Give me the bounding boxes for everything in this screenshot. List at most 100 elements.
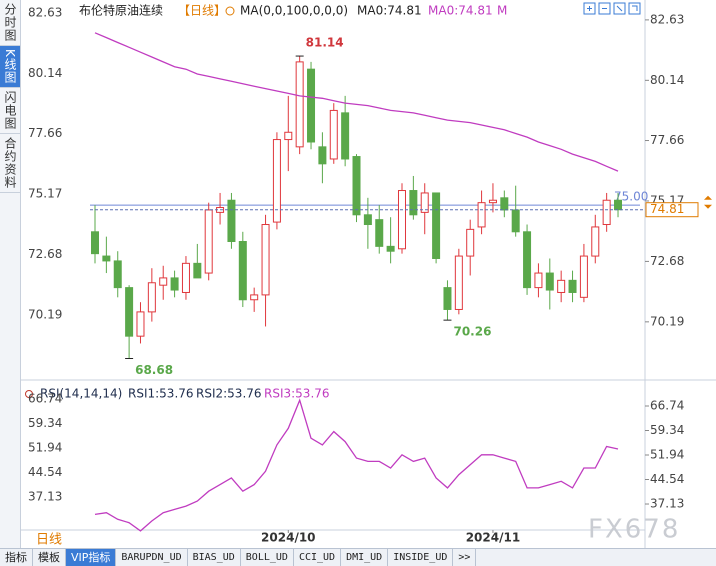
y-tick-label: 44.54 [650,472,684,486]
toolbar-item[interactable]: >> [453,549,477,566]
side-tab[interactable]: 分时图 [0,0,20,46]
last-price-arrows [704,195,712,209]
toolbar: 指标 模板 VIP指标 BARUPDN_UD BIAS_UD BOLL_UD CCI_UD D… [0,548,716,566]
y-tick-label: 59.34 [650,423,684,437]
candle-body [443,287,452,310]
y-tick-label: 51.94 [650,447,684,461]
rsi-icon[interactable] [25,390,33,398]
toolbar-item[interactable]: 模板 [33,549,66,566]
side-tab[interactable]: K线图 [0,46,20,88]
toolbar-item[interactable]: VIP指标 [66,549,117,566]
y-tick-label: 77.66 [650,133,684,147]
candle-body [420,192,429,213]
x-tick-label: 2024/10 [261,531,315,545]
candle-body [204,209,213,274]
toolbar-item[interactable]: CCI_UD [294,549,342,566]
candle-body [193,262,202,279]
period[interactable]: 【日线】 [178,4,226,18]
toolbar-item[interactable]: DMI_UD [341,549,389,566]
candle-body [511,209,520,233]
price-line-label: 75.00 [614,190,648,204]
candle-body [170,277,179,291]
candle-body [386,245,395,252]
y-tick-label: 37.13 [28,490,62,504]
candle-body [602,199,611,226]
candle-body [500,197,509,211]
extreme-label: 81.14 [306,36,344,50]
extreme-label: 70.26 [453,325,491,339]
y-tick-label: 44.54 [28,465,62,479]
legend-text: RSI1:53.76 [128,387,194,401]
candle-body [523,231,532,289]
toolbar-item[interactable]: 指标 [0,549,33,566]
y-tick-label: 66.74 [650,399,684,413]
period-tab[interactable]: 日线 [36,533,62,548]
candle-body [136,311,145,337]
toolbar-item[interactable]: BIAS_UD [188,549,241,566]
candle-body [352,156,361,216]
toolbar-item[interactable]: BOLL_UD [241,549,294,566]
candle-body [102,255,111,262]
y-tick-label: 80.14 [28,66,62,80]
candle-body [307,68,316,143]
candle-body [250,294,259,301]
y-tick-label: 70.19 [650,314,684,328]
side-tab[interactable]: 闪电图 [0,88,20,134]
candle-body [466,228,475,257]
indicator: MA(0,0,100,0,0,0) [240,4,348,18]
y-tick-label: 37.13 [650,497,684,511]
last-price-label: 74.81 [650,202,684,216]
candle-body [363,214,372,226]
candle-body [284,131,293,141]
line-series [94,398,619,532]
candle-body [432,192,441,259]
toolbar-item[interactable]: INSIDE_UD [388,549,454,566]
y-tick-label: 66.74 [28,392,62,406]
y-tick-label: 80.14 [650,73,684,87]
line-series [94,32,619,172]
candle-body [159,277,168,286]
y-tick-label: 51.94 [28,440,62,454]
settings-icon[interactable] [225,6,235,16]
y-tick-label: 82.63 [650,12,684,26]
side-tab[interactable]: 合约资料 [0,134,20,193]
candle-body [557,279,566,293]
legend-text: RSI2:53.76 [196,387,262,401]
candle-body [568,279,577,293]
toolbar-item[interactable]: BARUPDN_UD [116,549,188,566]
y-tick-label: 82.63 [28,5,62,19]
candle-body [545,272,554,291]
chart-title: 布伦特原油连续 [79,3,163,18]
chart: 布伦特原油连续 【日线】 MA(0,0,100,0,0,0) MA0:74.81… [21,0,716,548]
y-tick-label: 59.34 [28,416,62,430]
candle-body [227,199,236,243]
icon[interactable] [583,2,596,15]
candle-body [272,139,281,223]
y-tick-label: 72.68 [28,247,62,261]
x-tick-label: 2024/11 [466,531,520,545]
icon[interactable] [598,2,611,15]
candle-body [261,224,270,296]
legend-text: RSI3:53.76 [264,387,330,401]
candle-body [181,262,190,293]
candle-body [91,231,99,255]
candle-body [579,255,588,298]
legend-text: MA0:74.81 [357,4,422,18]
candle-body [329,109,338,160]
candle-body [147,282,156,313]
candle-body [454,255,463,310]
candle-body [295,61,304,148]
y-tick-label: 77.66 [28,126,62,140]
extreme-label: 68.68 [135,363,173,377]
icon[interactable] [628,2,641,15]
candle-body [113,260,122,289]
candle-body [341,112,350,160]
icon[interactable] [613,2,626,15]
y-tick-label: 75.17 [28,186,62,200]
y-tick-label: 70.19 [28,307,62,321]
y-tick-label: 72.68 [650,254,684,268]
legend-text: RSI(14,14,14) [40,387,122,401]
watermark: FX678 [588,515,680,545]
last-price-box [645,202,699,218]
candle-body [397,190,406,250]
